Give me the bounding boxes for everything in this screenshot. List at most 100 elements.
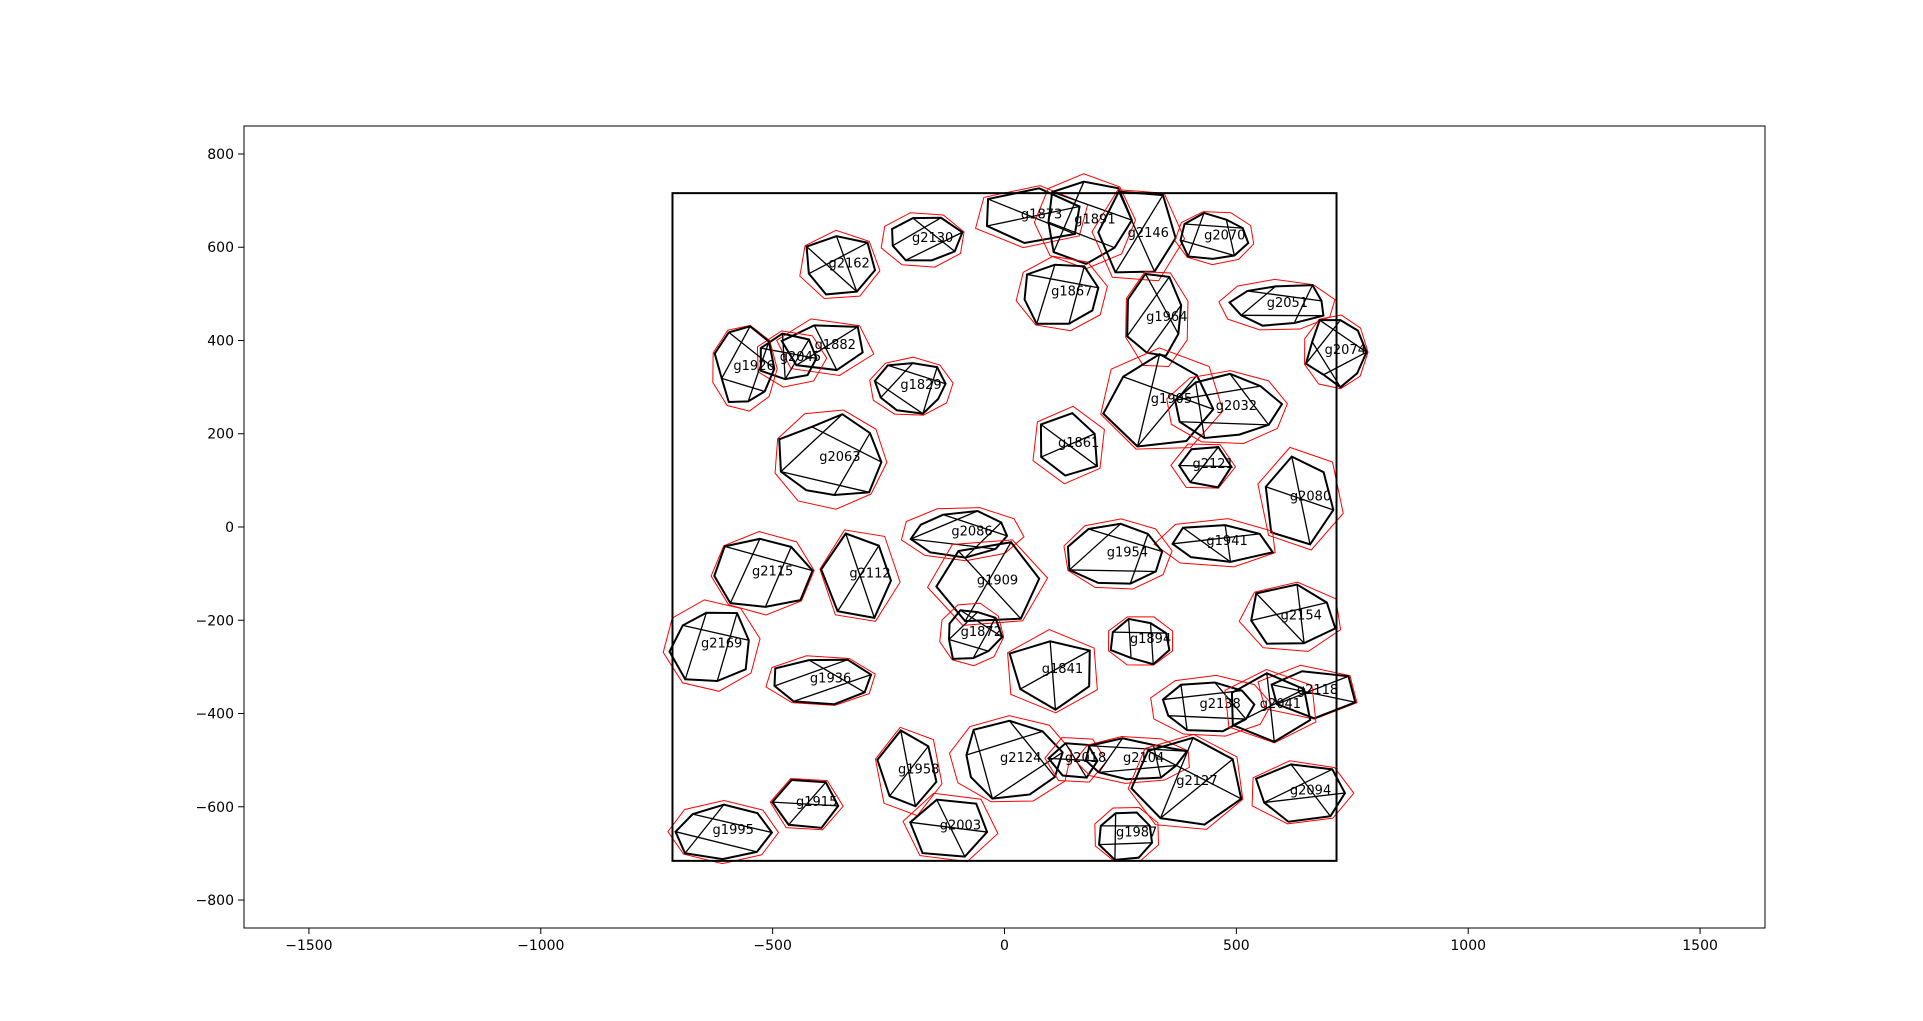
piece-g2154 (1238, 581, 1342, 652)
piece-edge (948, 638, 989, 652)
piece-g2041 (1224, 669, 1317, 744)
y-tick-label: −200 (196, 613, 234, 629)
piece-edge (772, 801, 839, 807)
piece-edge (1099, 842, 1153, 846)
piece-edge (910, 821, 988, 833)
piece-edge (835, 235, 858, 292)
y-tick-label: −600 (196, 800, 234, 816)
piece-hull (756, 330, 828, 388)
piece-hull (1032, 405, 1105, 485)
piece-g1926 (712, 324, 778, 412)
piece-label: g1995 (713, 823, 754, 838)
piece-g2032 (1166, 370, 1288, 444)
piece-label: g2130 (912, 231, 953, 246)
piece-edge (1122, 376, 1214, 410)
piece-edge (1265, 486, 1334, 511)
piece-edge (1172, 533, 1260, 545)
piece-edge (728, 331, 775, 370)
piece-outline (909, 510, 1009, 559)
piece-edge (1264, 792, 1346, 804)
piece-edge (774, 659, 848, 687)
piece-edge (721, 377, 765, 393)
y-tick-label: 800 (207, 147, 234, 163)
piece-label: g2124 (1000, 751, 1041, 766)
piece-g2070 (1174, 211, 1255, 266)
piece-label: g1873 (1021, 208, 1062, 223)
piece-g1867 (1015, 255, 1108, 332)
piece-outline (1171, 524, 1275, 563)
piece-label: g1894 (1130, 632, 1171, 647)
piece-g2169 (662, 599, 761, 692)
piece-edge (1026, 273, 1099, 289)
piece-edge (880, 362, 914, 399)
piece-edge (793, 674, 872, 702)
piece-hull (900, 507, 1025, 562)
x-tick-label: −1500 (285, 938, 332, 954)
piece-label: g2041 (1260, 697, 1301, 712)
piece-edge (912, 217, 956, 252)
piece-label: g1867 (1051, 285, 1092, 300)
piece-edge (1225, 219, 1236, 256)
piece-hull (1238, 581, 1342, 652)
piece-edge (1271, 683, 1356, 703)
piece-edge (874, 380, 924, 415)
piece-hull (1007, 629, 1098, 714)
piece-edge (1174, 385, 1261, 401)
piece-edge (1266, 673, 1275, 742)
piece-label: g2051 (1267, 296, 1308, 311)
piece-edge (1136, 374, 1198, 447)
piece-label: g1872 (961, 625, 1002, 640)
piece-label: g1941 (1206, 534, 1247, 549)
piece-g1872 (939, 602, 1005, 667)
piece-label: g2094 (1290, 783, 1331, 798)
piece-edge (1068, 266, 1085, 324)
piece-g1829 (869, 356, 954, 416)
piece-label: g2063 (819, 450, 860, 465)
piece-label: g1954 (1107, 546, 1148, 561)
piece-edge (1247, 290, 1322, 302)
piece-label: g2112 (849, 567, 890, 582)
piece-outline (759, 332, 818, 381)
x-tick-label: 0 (1000, 938, 1009, 954)
piece-label: g2003 (940, 818, 981, 833)
piece-hull (948, 715, 1072, 803)
x-tick-label: −1000 (517, 938, 564, 954)
piece-g2063 (774, 409, 888, 510)
piece-outline (948, 609, 1004, 660)
piece-g2130 (880, 212, 965, 268)
piece-edge (781, 333, 786, 380)
piece-edge (1189, 446, 1219, 483)
piece-edge (1290, 763, 1331, 817)
piece-outline (1084, 737, 1189, 781)
piece-outline (873, 362, 947, 415)
piece-label: g2169 (701, 637, 742, 652)
piece-outline (1173, 372, 1284, 440)
piece-label: g2154 (1281, 609, 1322, 624)
piece-edge (1319, 319, 1367, 353)
piece-edge (1296, 584, 1305, 644)
piece-edge (837, 545, 880, 612)
piece-edge (942, 514, 1008, 537)
piece-hull (1100, 347, 1224, 450)
piece-labels: g1873 g1891 g2146 g2070 g2130 g2162 g1867 g2051… (701, 208, 1366, 841)
piece-edge (1146, 304, 1182, 354)
piece-edge (1214, 682, 1247, 720)
piece-g1894 (1108, 616, 1174, 666)
piece-g2094 (1251, 760, 1355, 825)
piece-hull (1074, 736, 1190, 784)
piece-edge (684, 804, 725, 854)
piece-hull (774, 409, 888, 510)
piece-edge (692, 813, 773, 834)
piece-edge (1187, 212, 1205, 257)
piece-edge (764, 546, 792, 608)
piece-edge (1040, 433, 1095, 458)
piece-label: g2070 (1204, 229, 1245, 244)
piece-edge (1263, 768, 1333, 804)
piece-outline (1250, 583, 1337, 645)
piece-edge (788, 781, 827, 826)
piece-label: g1891 (1074, 212, 1115, 227)
piece-edge (684, 612, 708, 680)
piece-label: g2146 (1128, 226, 1169, 241)
piece-label: g1958 (898, 762, 939, 777)
piece-edge (808, 242, 868, 275)
